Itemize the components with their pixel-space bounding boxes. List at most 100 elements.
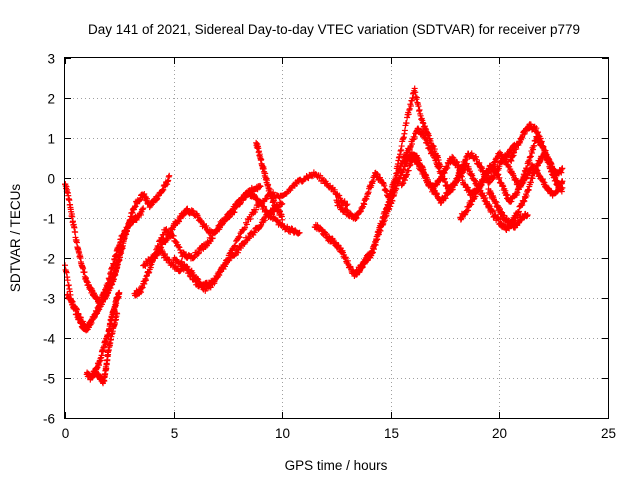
data-point — [154, 242, 161, 249]
data-point — [261, 217, 268, 224]
data-point — [407, 103, 414, 110]
data-point — [255, 202, 262, 209]
data-point — [69, 213, 76, 220]
series-arc-17 — [485, 186, 531, 231]
data-point — [159, 236, 166, 243]
series-arc-8 — [153, 182, 264, 262]
series-arc-18 — [507, 121, 566, 195]
data-point — [250, 228, 257, 235]
data-point — [116, 289, 123, 296]
series-arc-9 — [170, 169, 351, 294]
data-point — [94, 310, 101, 317]
data-point — [224, 256, 231, 263]
series-arc-16 — [457, 149, 566, 223]
data-point — [235, 233, 242, 240]
data-point — [263, 195, 270, 202]
data-point — [527, 153, 534, 160]
data-points — [62, 85, 566, 387]
plot-frame — [64, 57, 609, 419]
y-tick-label: -5 — [43, 372, 55, 387]
chart-title: Day 141 of 2021, Sidereal Day-to-day VTE… — [88, 22, 580, 37]
x-tick-label: 15 — [384, 426, 399, 441]
data-point — [463, 160, 470, 167]
data-point — [231, 243, 238, 250]
data-point — [190, 207, 197, 214]
data-point — [341, 198, 348, 205]
data-point — [309, 173, 316, 180]
data-point — [237, 200, 244, 207]
data-point — [257, 223, 264, 230]
data-point — [163, 226, 170, 233]
data-point — [236, 201, 243, 208]
data-point — [242, 194, 249, 201]
series-arc-2 — [62, 181, 147, 307]
data-point — [496, 205, 503, 212]
data-point — [170, 232, 177, 239]
data-point — [442, 195, 449, 202]
data-point — [184, 205, 191, 212]
data-point — [559, 178, 566, 185]
data-point — [520, 179, 527, 186]
data-point — [528, 149, 535, 156]
data-point — [176, 244, 183, 251]
data-point — [114, 310, 121, 317]
data-point — [279, 216, 286, 223]
x-tick-label: 20 — [492, 426, 507, 441]
data-point — [524, 212, 531, 219]
data-point — [195, 250, 202, 257]
y-axis-label: SDTVAR / TECUs — [8, 184, 23, 293]
data-point — [262, 196, 269, 203]
data-point — [403, 120, 410, 127]
data-point — [185, 268, 192, 275]
data-point — [422, 134, 429, 141]
y-tick-label: 2 — [47, 92, 55, 107]
data-point — [232, 250, 239, 257]
y-tick-label: -6 — [43, 412, 55, 427]
data-point — [242, 224, 249, 231]
y-tick-label: 0 — [47, 172, 55, 187]
x-tick-label: 10 — [275, 426, 290, 441]
data-point — [64, 277, 71, 284]
data-point — [252, 206, 259, 213]
data-point — [344, 201, 351, 208]
data-point — [183, 263, 190, 270]
data-point — [159, 247, 166, 254]
data-point — [293, 180, 300, 187]
data-point — [236, 234, 243, 241]
data-point — [400, 166, 407, 173]
data-point — [72, 229, 79, 236]
y-tick-label: -3 — [43, 292, 55, 307]
data-point — [328, 185, 335, 192]
data-point — [243, 221, 250, 228]
data-point — [247, 215, 254, 222]
tick-labels: 0 5 10 15 20 25 -6 -5 -4 -3 -2 -1 0 1 2 3 — [43, 52, 616, 442]
data-point — [438, 175, 445, 182]
data-point — [235, 249, 242, 256]
data-point — [161, 250, 168, 257]
data-point — [331, 186, 338, 193]
data-point — [413, 94, 420, 101]
data-point — [266, 186, 273, 193]
y-tick-label: -1 — [43, 212, 55, 227]
data-point — [343, 202, 350, 209]
data-point — [140, 205, 147, 212]
data-point — [178, 258, 185, 265]
y-tick-label: -4 — [43, 332, 55, 347]
data-point — [513, 145, 520, 152]
data-point — [278, 201, 285, 208]
x-tick-label: 25 — [601, 426, 616, 441]
data-point — [209, 235, 216, 242]
x-tick-label: 0 — [62, 426, 70, 441]
data-point — [279, 200, 286, 207]
data-point — [257, 183, 264, 190]
data-point — [444, 164, 451, 171]
data-point — [296, 229, 303, 236]
y-tick-label: 3 — [47, 52, 55, 67]
x-tick-label: 5 — [171, 426, 179, 441]
data-point — [118, 246, 125, 253]
series-arc-11 — [311, 210, 390, 280]
series-arc-5 — [92, 310, 121, 387]
data-point — [237, 245, 244, 252]
data-point — [155, 244, 162, 251]
data-point — [177, 259, 184, 266]
